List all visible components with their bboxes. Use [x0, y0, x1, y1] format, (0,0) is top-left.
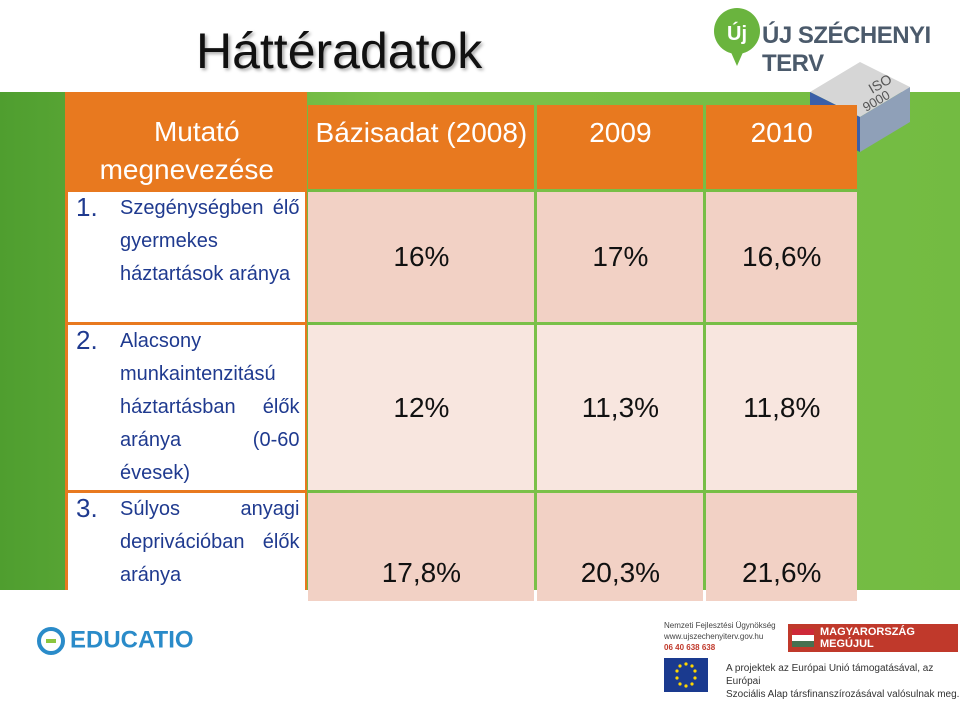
- szechenyi-mark-icon: Új: [714, 8, 760, 66]
- hungary-text: MAGYARORSZÁG MEGÚJUL: [820, 626, 915, 650]
- footer-logos: Nemzeti Fejlesztési Ügynökség www.ujszec…: [664, 620, 960, 700]
- hungary-flag-icon: [792, 629, 814, 647]
- eu-flag-icon: [664, 658, 708, 692]
- row-label-cell: 3. Súlyos anyagi deprivációban élők arán…: [68, 493, 306, 601]
- page-title: Háttéradatok: [196, 23, 483, 79]
- table-header-row: Mutató megnevezése Bázisadat (2008) 2009…: [68, 105, 857, 189]
- educatio-logo: EDUCATIO: [36, 626, 194, 656]
- table-row: 3. Súlyos anyagi deprivációban élők arán…: [68, 493, 857, 601]
- value-2009: 11,3%: [537, 325, 704, 490]
- eu-funding-text: A projektek az Európai Unió támogatásáva…: [726, 662, 960, 701]
- row-label: Alacsony munkaintenzitású háztartásban é…: [120, 330, 300, 484]
- value-base: 16%: [308, 192, 535, 322]
- value-base: 17,8%: [308, 493, 535, 601]
- row-label: Súlyos anyagi deprivációban élők aránya: [120, 498, 300, 586]
- header-label-line2: megnevezése: [99, 154, 274, 185]
- value-2010: 16,6%: [706, 192, 857, 322]
- value-base: 12%: [308, 325, 535, 490]
- value-2009: 17%: [537, 192, 704, 322]
- header-label-cell: Mutató megnevezése: [68, 105, 306, 189]
- hungary-banner: MAGYARORSZÁG MEGÚJUL: [788, 624, 958, 652]
- table-row: 2. Alacsony munkaintenzitású háztartásba…: [68, 325, 857, 490]
- value-2009: 20,3%: [537, 493, 704, 601]
- szechenyi-text: ÚJ SZÉCHENYI TERV: [762, 22, 931, 77]
- row-label-cell: 1. Szegénységben élő gyermekes háztartás…: [68, 192, 306, 322]
- header-col-base: Bázisadat (2008): [308, 105, 535, 189]
- header-col-2010: 2010: [706, 105, 857, 189]
- agency-name: Nemzeti Fejlesztési Ügynökség: [664, 621, 776, 630]
- value-2010: 11,8%: [706, 325, 857, 490]
- row-number: 2.: [76, 325, 98, 355]
- agency-url: www.ujszechenyiterv.gov.hu: [664, 632, 764, 641]
- szechenyi-mark-text: Új: [727, 21, 747, 45]
- educatio-text: EDUCATIO: [70, 626, 194, 654]
- agency-phone: 06 40 638 638: [664, 643, 716, 652]
- row-label: Szegénységben élő gyermekes háztartások …: [120, 197, 300, 285]
- row-number: 3.: [76, 493, 98, 523]
- indicator-table: Mutató megnevezése Bázisadat (2008) 2009…: [65, 102, 860, 604]
- value-2010: 21,6%: [706, 493, 857, 601]
- header-label-line1: Mutató: [153, 116, 240, 147]
- table-row: 1. Szegénységben élő gyermekes háztartás…: [68, 192, 857, 322]
- eu-text-line1: A projektek az Európai Unió támogatásáva…: [726, 663, 934, 687]
- szechenyi-logo: Új: [710, 6, 955, 86]
- agency-info: Nemzeti Fejlesztési Ügynökség www.ujszec…: [664, 620, 776, 653]
- row-number: 1.: [76, 192, 98, 222]
- header-col-2009: 2009: [537, 105, 704, 189]
- educatio-mark-icon: [37, 627, 65, 655]
- row-label-cell: 2. Alacsony munkaintenzitású háztartásba…: [68, 325, 306, 490]
- eu-text-line2: Szociális Alap társfinanszírozásával val…: [726, 689, 960, 700]
